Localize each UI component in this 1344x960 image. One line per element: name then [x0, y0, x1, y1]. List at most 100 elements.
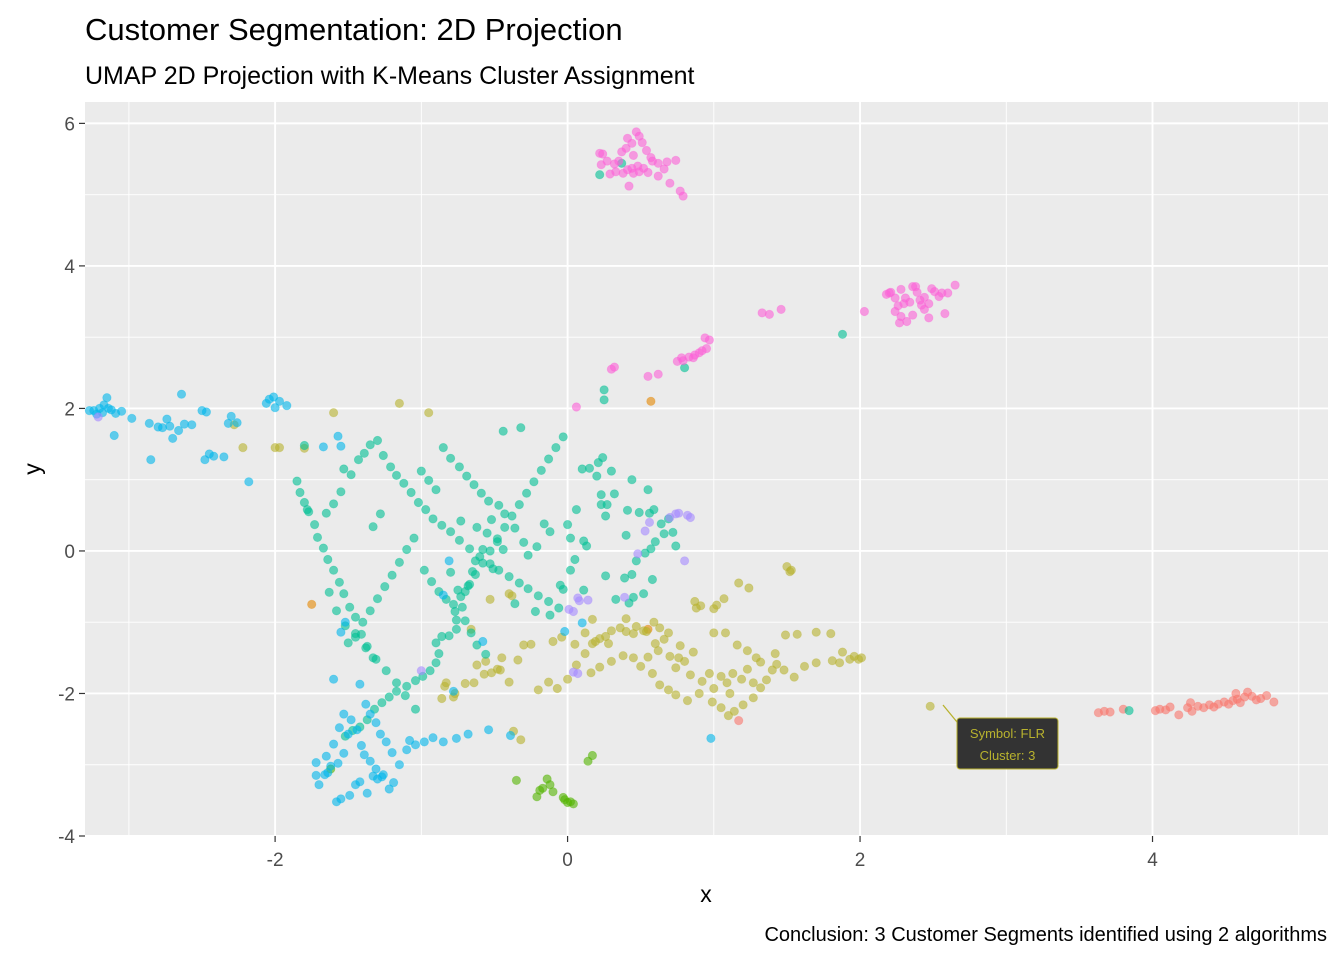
data-point — [394, 398, 404, 408]
data-point — [811, 627, 821, 637]
y-tick-label: 0 — [64, 542, 75, 563]
data-point — [587, 638, 598, 649]
chart-title: Customer Segmentation: 2D Projection — [85, 12, 623, 47]
data-point — [361, 643, 371, 653]
data-point — [483, 725, 494, 735]
data-point — [359, 750, 369, 760]
data-point — [884, 288, 894, 298]
data-point — [318, 442, 328, 452]
data-point — [545, 527, 555, 537]
y-tick-label: -4 — [58, 827, 75, 848]
data-point — [410, 704, 421, 714]
data-point — [628, 653, 639, 663]
data-point — [472, 522, 482, 533]
data-point — [201, 407, 211, 417]
data-point — [483, 496, 494, 506]
data-point — [358, 617, 368, 627]
data-point — [643, 167, 653, 178]
data-point — [919, 304, 930, 314]
data-point — [377, 698, 387, 708]
data-point — [406, 487, 416, 498]
data-point — [678, 356, 688, 366]
data-point — [712, 600, 722, 610]
data-point — [424, 475, 434, 485]
x-tick-label: 0 — [562, 850, 573, 871]
tooltip-cluster-label: Cluster: 3 — [980, 748, 1036, 763]
scatter-points — [84, 127, 1279, 809]
data-point — [404, 735, 415, 746]
data-point — [837, 647, 848, 657]
data-point — [409, 533, 419, 543]
data-point — [618, 651, 628, 661]
data-point — [707, 697, 717, 707]
data-point — [463, 581, 473, 591]
data-point — [488, 564, 498, 574]
data-point — [565, 797, 576, 807]
data-point — [619, 592, 630, 602]
data-point — [682, 695, 693, 706]
data-point — [223, 418, 233, 428]
data-point — [543, 677, 554, 687]
data-point — [333, 431, 343, 441]
data-point — [165, 421, 175, 431]
data-point — [748, 693, 758, 703]
data-point — [299, 440, 309, 451]
data-point — [674, 508, 684, 518]
data-point — [438, 590, 448, 600]
data-point — [365, 606, 375, 616]
data-point — [504, 677, 514, 687]
data-point — [333, 758, 343, 768]
data-point — [634, 507, 644, 518]
data-point — [678, 191, 688, 201]
data-point — [606, 626, 617, 636]
data-point — [463, 729, 473, 739]
data-point — [361, 699, 371, 709]
data-point — [516, 423, 526, 433]
data-point — [388, 777, 399, 788]
data-point — [571, 402, 582, 412]
data-point — [268, 392, 279, 402]
data-point — [647, 668, 658, 679]
data-point — [562, 519, 573, 530]
data-point — [627, 569, 637, 580]
data-point — [581, 541, 592, 551]
data-point — [498, 426, 508, 436]
data-point — [579, 585, 589, 595]
data-point — [924, 299, 934, 309]
data-point — [419, 737, 429, 747]
data-point — [350, 612, 361, 622]
data-point — [507, 591, 517, 601]
data-point — [365, 440, 375, 450]
data-point — [381, 737, 391, 747]
data-point — [109, 430, 119, 441]
data-point — [609, 489, 620, 499]
data-point — [671, 690, 681, 700]
data-point — [339, 464, 349, 474]
data-point — [748, 678, 758, 688]
data-point — [890, 306, 900, 317]
data-point — [558, 792, 568, 803]
data-point — [466, 628, 476, 638]
data-point — [431, 485, 441, 495]
data-point — [460, 616, 470, 626]
data-point — [530, 606, 541, 617]
x-axis-title: x — [700, 881, 712, 907]
data-point — [751, 653, 761, 663]
data-point — [328, 739, 339, 749]
data-point — [562, 674, 573, 684]
data-point — [734, 715, 744, 726]
data-point — [915, 295, 925, 305]
data-point — [339, 748, 349, 758]
data-point — [372, 435, 383, 446]
data-point — [514, 499, 524, 510]
data-point — [628, 150, 639, 160]
data-point — [600, 511, 611, 521]
data-point — [656, 519, 666, 529]
data-point — [573, 668, 583, 679]
data-point — [538, 783, 548, 793]
data-point — [925, 701, 935, 711]
data-point — [485, 594, 495, 605]
data-point — [649, 504, 659, 515]
data-point — [462, 471, 472, 481]
